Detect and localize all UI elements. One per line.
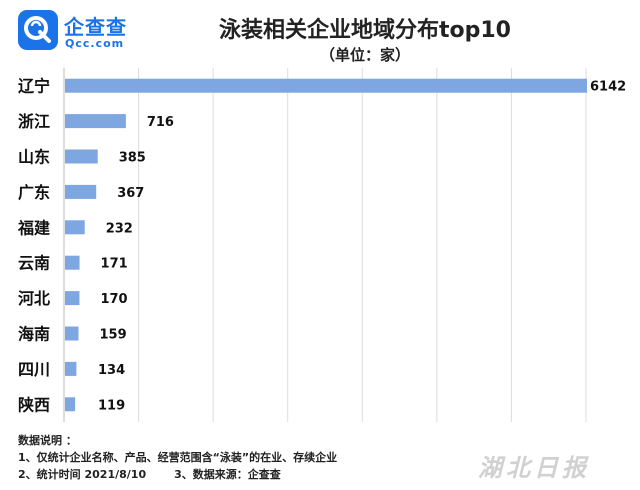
bar [65,114,126,129]
logo-domain: Qcc.com [65,37,125,50]
category-label: 山东 [18,148,50,167]
data-notes: 数据说明 ： 1、仅统计企业名称、产品、经营范围含“泳装”的在业、存续企业 2、… [18,432,337,483]
bar [65,184,97,199]
category-label: 广东 [18,183,50,202]
notes-line-2: 2、统计时间 2021/8/10 3、数据来源：企查查 [18,466,337,483]
category-label: 海南 [18,325,50,344]
bar [65,220,85,235]
value-label: 385 [119,151,146,166]
bar [65,149,98,164]
watermark: 湖北日报 [478,454,590,482]
bar [65,326,79,341]
bar [65,291,80,306]
value-label: 716 [147,115,174,130]
value-label: 170 [100,292,127,307]
bar [65,78,587,93]
notes-line-2-date: 2、统计时间 2021/8/10 [18,468,147,481]
value-label: 134 [98,363,125,378]
value-label: 232 [106,221,133,236]
category-label: 辽宁 [18,77,50,96]
category-label: 云南 [18,254,50,273]
logo-name: 企查查 [64,15,127,39]
value-label: 367 [117,186,144,201]
qcc-logo: 企查查 Qcc.com [18,10,138,56]
qcc-logo-icon [18,10,58,50]
notes-heading: 数据说明 ： [18,434,77,447]
notes-line-1: 1、仅统计企业名称、产品、经营范围含“泳装”的在业、存续企业 [18,451,338,464]
bar [65,255,80,270]
category-label: 福建 [17,218,50,237]
value-label: 6142 [590,80,626,95]
category-label: 陕西 [18,395,50,414]
value-label: 159 [100,328,127,343]
bar [65,361,77,376]
chart-subtitle: （单位：家） [319,46,410,64]
category-label: 浙江 [18,112,50,131]
chart-title: 泳装相关企业地域分布top10 [219,18,511,43]
bar-chart: 辽宁 6142 浙江 716 山东 385 广东 367 福建 232 云南 171 河北 170 海南 15… [17,68,626,422]
value-label: 171 [101,257,128,272]
bar [65,397,76,412]
category-label: 四川 [18,360,50,379]
value-label: 119 [98,398,125,413]
notes-line-2-source: 3、数据来源：企查查 [174,468,281,481]
category-label: 河北 [18,289,50,308]
